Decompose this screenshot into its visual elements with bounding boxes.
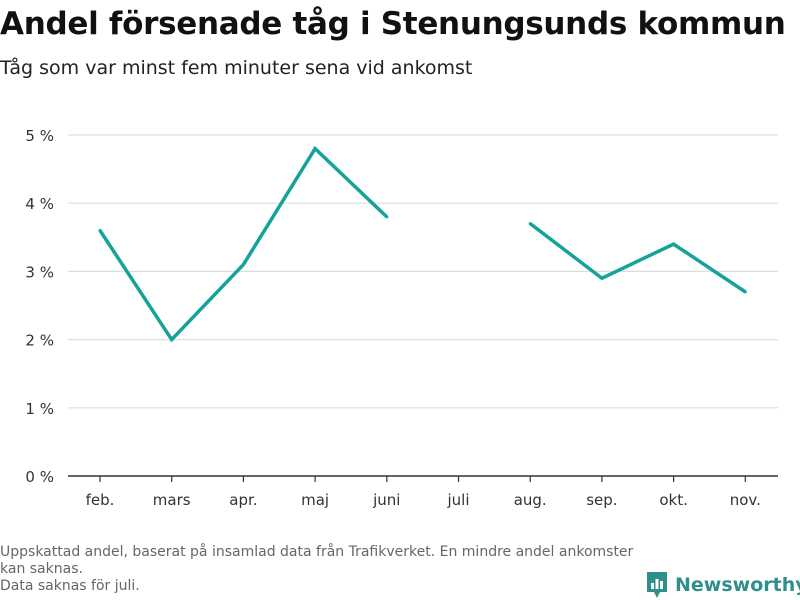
series-line-segment: [98, 145, 389, 343]
x-tick-label: feb.: [86, 491, 115, 509]
y-tick-label: 5 %: [25, 127, 54, 145]
y-tick-label: 4 %: [25, 195, 54, 213]
grid-lines: [68, 134, 778, 477]
x-tick-label: aug.: [514, 491, 547, 509]
data-point: [600, 276, 604, 280]
x-tick-label: mars: [153, 491, 191, 509]
footnote: Uppskattad andel, baserat på insamlad da…: [0, 544, 640, 595]
data-point: [672, 242, 676, 246]
y-tick-label: 2 %: [25, 332, 54, 350]
x-tick-label: maj: [301, 491, 329, 509]
data-point: [241, 263, 245, 267]
brand-logo: Newsworthy: [645, 570, 800, 600]
data-point: [528, 222, 532, 226]
line-chart: 0 % 1 % 2 % 3 % 4 % 5 % feb. mars apr. maj juni ju…: [25, 127, 778, 509]
y-tick-label: 1 %: [25, 400, 54, 418]
x-tick-label: juni: [372, 491, 400, 509]
data-point: [313, 147, 317, 151]
chart-title: Andel försenade tåg i Stenungsunds kommu…: [0, 6, 786, 42]
y-axis-tick-labels: 0 % 1 % 2 % 3 % 4 % 5 %: [25, 127, 54, 486]
y-tick-label: 0 %: [25, 468, 54, 486]
x-tick-label: juli: [446, 491, 469, 509]
data-point: [743, 290, 747, 294]
footnote-source: Uppskattad andel, baserat på insamlad da…: [0, 544, 634, 577]
footnote-missing-data: Data saknas för juli.: [0, 578, 140, 594]
x-tick-label: apr.: [229, 491, 257, 509]
series-lines: [98, 145, 747, 343]
series-line-segment: [529, 222, 747, 294]
chart-subtitle: Tåg som var minst fem minuter sena vid a…: [0, 57, 473, 79]
newsworthy-logo-icon: [647, 572, 667, 598]
data-point: [170, 338, 174, 342]
x-axis-ticks: feb. mars apr. maj juni juli aug. sep. okt. nov.: [86, 476, 761, 509]
x-tick-label: nov.: [730, 491, 761, 509]
data-point: [385, 215, 389, 219]
y-tick-label: 3 %: [25, 263, 54, 281]
x-tick-label: sep.: [586, 491, 617, 509]
brand-name: Newsworthy: [675, 574, 800, 596]
data-point: [98, 228, 102, 232]
x-tick-label: okt.: [659, 491, 688, 509]
